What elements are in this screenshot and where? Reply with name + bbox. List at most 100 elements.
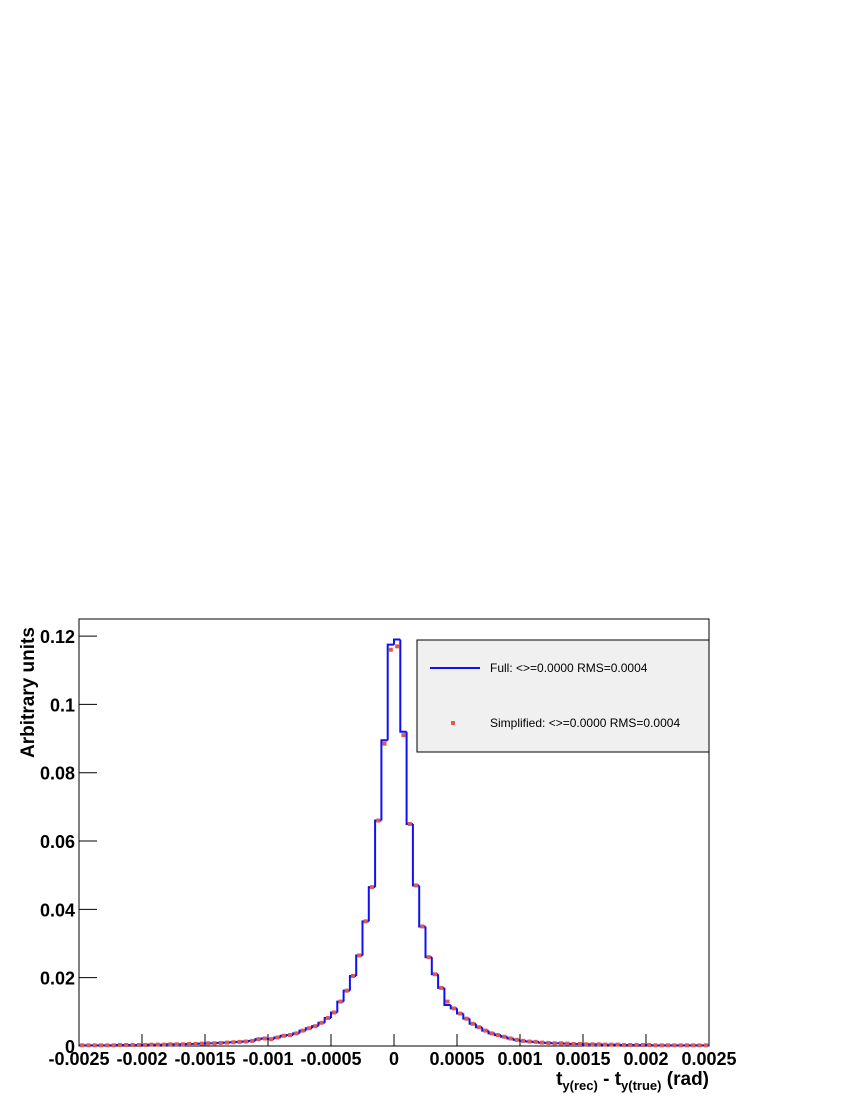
marker xyxy=(483,1028,488,1033)
marker xyxy=(319,1020,324,1025)
marker xyxy=(414,883,419,888)
histogram-bin xyxy=(393,638,401,645)
marker xyxy=(571,1041,576,1046)
marker xyxy=(357,953,362,958)
x-tick-label: 0.001 xyxy=(497,1049,542,1069)
marker xyxy=(451,1006,456,1011)
marker xyxy=(344,988,349,993)
y-tick-label: 0.08 xyxy=(40,764,75,784)
marker xyxy=(92,1043,97,1048)
marker xyxy=(325,1015,330,1020)
histogram-bin xyxy=(380,739,388,821)
marker xyxy=(508,1036,513,1041)
marker xyxy=(527,1039,532,1044)
marker xyxy=(653,1043,658,1048)
marker xyxy=(338,999,343,1004)
marker xyxy=(634,1042,639,1047)
histogram-bin xyxy=(443,987,451,1007)
marker xyxy=(596,1042,601,1047)
x-tick-label: 0.0025 xyxy=(681,1049,736,1069)
marker xyxy=(533,1039,538,1044)
marker xyxy=(420,924,425,929)
marker xyxy=(294,1031,299,1036)
x-tick-label: -0.0015 xyxy=(174,1049,235,1069)
marker xyxy=(149,1042,154,1047)
marker xyxy=(684,1043,689,1048)
marker xyxy=(540,1040,545,1045)
x-axis-label: ty(rec) - ty(true) (rad) xyxy=(556,1069,709,1093)
marker xyxy=(691,1043,696,1048)
legend-label: Simplified: <>=0.0000 RMS=0.0004 xyxy=(490,716,680,730)
marker xyxy=(640,1042,645,1047)
marker xyxy=(269,1037,274,1042)
marker xyxy=(609,1042,614,1047)
x-tick-label: -0.002 xyxy=(116,1049,167,1069)
y-tick-label: 0 xyxy=(65,1037,75,1057)
x-tick-label: -0.0005 xyxy=(300,1049,361,1069)
marker xyxy=(168,1042,173,1047)
marker xyxy=(155,1042,160,1047)
y-tick-label: 0.04 xyxy=(40,900,75,920)
marker xyxy=(275,1035,280,1040)
marker xyxy=(615,1042,620,1047)
marker xyxy=(351,973,356,978)
marker xyxy=(243,1039,248,1044)
x-tick-label: 0 xyxy=(389,1049,399,1069)
marker xyxy=(558,1041,563,1046)
marker xyxy=(659,1043,664,1048)
x-axis-label-part: y(true) xyxy=(621,1078,661,1093)
marker xyxy=(382,741,387,746)
y-axis-label: Arbitrary units xyxy=(18,627,39,758)
marker xyxy=(458,1011,463,1016)
y-tick-label: 0.12 xyxy=(40,627,75,647)
marker xyxy=(231,1040,236,1045)
marker xyxy=(647,1042,652,1047)
marker xyxy=(86,1043,91,1048)
x-axis-label-part: (rad) xyxy=(662,1069,710,1090)
marker xyxy=(401,733,406,738)
x-tick-label: 0.0015 xyxy=(555,1049,610,1069)
marker xyxy=(584,1042,589,1047)
marker xyxy=(369,885,374,890)
marker xyxy=(464,1016,469,1021)
marker xyxy=(162,1042,167,1047)
marker xyxy=(703,1043,708,1048)
marker xyxy=(621,1042,626,1047)
marker xyxy=(218,1040,223,1045)
y-tick-label: 0.02 xyxy=(40,969,75,989)
marker xyxy=(111,1043,116,1048)
marker xyxy=(439,985,444,990)
marker xyxy=(678,1043,683,1048)
marker xyxy=(136,1042,141,1047)
x-axis-label-part: t xyxy=(556,1069,563,1090)
marker xyxy=(130,1042,135,1047)
histogram-bin xyxy=(399,639,407,733)
marker xyxy=(477,1025,482,1030)
x-tick-label: -0.0025 xyxy=(48,1049,109,1069)
marker xyxy=(212,1041,217,1046)
marker xyxy=(546,1040,551,1045)
marker xyxy=(697,1043,702,1048)
marker xyxy=(666,1043,671,1048)
marker xyxy=(250,1038,255,1043)
marker xyxy=(124,1042,129,1047)
marker xyxy=(388,647,393,652)
x-axis-label-part: - t xyxy=(598,1069,622,1090)
y-tick-label: 0.1 xyxy=(50,695,75,715)
marker xyxy=(495,1033,500,1038)
marker xyxy=(489,1031,494,1036)
marker xyxy=(445,999,450,1004)
marker xyxy=(306,1026,311,1031)
marker xyxy=(262,1036,267,1041)
marker xyxy=(376,818,381,823)
marker xyxy=(313,1024,318,1029)
marker xyxy=(105,1043,110,1048)
marker xyxy=(300,1028,305,1033)
marker xyxy=(237,1039,242,1044)
histogram-bin xyxy=(386,643,394,741)
marker xyxy=(552,1041,557,1046)
x-tick-label: -0.001 xyxy=(242,1049,293,1069)
